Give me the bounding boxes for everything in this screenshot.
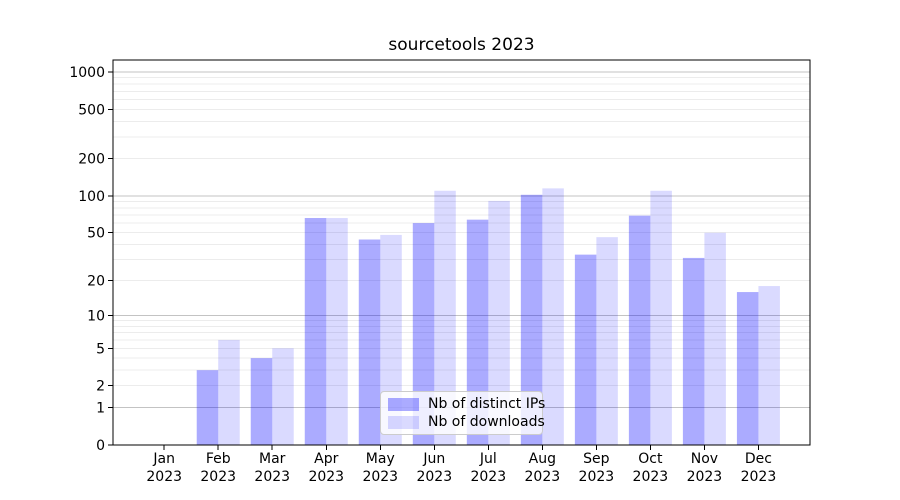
y-tick-label: 0 bbox=[96, 438, 105, 454]
x-tick-label-month: Apr bbox=[314, 451, 338, 467]
x-tick-label-month: Sep bbox=[583, 451, 610, 467]
legend-label-distinct-ips: Nb of distinct IPs bbox=[428, 396, 546, 412]
bar-ips-oct bbox=[628, 215, 651, 445]
x-tick-label-year: 2023 bbox=[741, 469, 777, 485]
x-tick-label-month: Jan bbox=[152, 451, 175, 467]
x-tick-label-month: Nov bbox=[691, 451, 718, 467]
bar-ips-dec bbox=[736, 292, 759, 445]
x-tick-label-year: 2023 bbox=[362, 469, 398, 485]
x-tick-label-year: 2023 bbox=[416, 469, 452, 485]
chart-title: sourcetools 2023 bbox=[388, 35, 535, 55]
bar-downloads-sep bbox=[596, 237, 618, 445]
bar-downloads-mar bbox=[272, 348, 294, 445]
bar-downloads-nov bbox=[704, 232, 726, 445]
x-tick-label-month: Jun bbox=[422, 451, 445, 467]
y-tick-label: 1000 bbox=[69, 65, 105, 81]
y-tick-label: 500 bbox=[78, 102, 105, 118]
bar-downloads-feb bbox=[218, 339, 240, 445]
x-tick-label-month: Aug bbox=[529, 451, 556, 467]
bar-ips-aug bbox=[520, 194, 543, 445]
y-tick-label: 1 bbox=[96, 401, 105, 417]
bar-ips-jul bbox=[466, 219, 489, 445]
y-tick-label: 5 bbox=[96, 341, 105, 357]
x-tick-label-month: Jul bbox=[479, 451, 497, 467]
x-tick-label-year: 2023 bbox=[470, 469, 506, 485]
x-tick-label-month: Feb bbox=[206, 451, 231, 467]
x-tick-label-year: 2023 bbox=[687, 469, 723, 485]
y-tick-label: 200 bbox=[78, 152, 105, 168]
bar-downloads-apr bbox=[326, 218, 348, 445]
x-tick-label-year: 2023 bbox=[308, 469, 344, 485]
y-tick-label: 100 bbox=[78, 189, 105, 205]
y-tick-label: 10 bbox=[87, 309, 105, 325]
plot-frame bbox=[112, 59, 811, 446]
legend-item-downloads: Nb of downloads bbox=[388, 414, 545, 430]
legend-swatch-distinct-ips bbox=[388, 397, 419, 411]
bar-ips-nov bbox=[682, 257, 705, 445]
bar-downloads-oct bbox=[650, 190, 672, 445]
bar-ips-sep bbox=[574, 254, 597, 445]
legend-item-distinct-ips: Nb of distinct IPs bbox=[388, 396, 545, 412]
y-tick-label: 20 bbox=[87, 274, 105, 290]
bar-downloads-dec bbox=[758, 286, 780, 445]
x-tick-label-year: 2023 bbox=[254, 469, 290, 485]
bar-ips-may bbox=[358, 239, 381, 445]
bar-ips-jun bbox=[412, 223, 435, 445]
x-tick-label-month: Oct bbox=[638, 451, 663, 467]
bar-ips-apr bbox=[304, 218, 327, 445]
y-tick-label: 2 bbox=[96, 379, 105, 395]
bar-ips-feb bbox=[196, 370, 219, 445]
bar-downloads-jun bbox=[434, 190, 456, 445]
x-tick-label-month: May bbox=[366, 451, 395, 467]
x-tick-label-year: 2023 bbox=[633, 469, 669, 485]
bar-downloads-jul bbox=[488, 200, 510, 445]
bar-ips-mar bbox=[250, 358, 273, 445]
bar-downloads-aug bbox=[542, 188, 564, 445]
y-tick-label: 50 bbox=[87, 226, 105, 242]
legend-label-downloads: Nb of downloads bbox=[428, 414, 545, 430]
x-tick-label-year: 2023 bbox=[579, 469, 615, 485]
x-tick-label-month: Dec bbox=[745, 451, 772, 467]
legend-swatch-downloads bbox=[388, 415, 419, 429]
x-tick-label-year: 2023 bbox=[200, 469, 236, 485]
x-tick-label-year: 2023 bbox=[146, 469, 182, 485]
x-tick-label-year: 2023 bbox=[525, 469, 561, 485]
legend: Nb of distinct IPs Nb of downloads bbox=[380, 391, 545, 435]
x-tick-label-month: Mar bbox=[259, 451, 286, 467]
